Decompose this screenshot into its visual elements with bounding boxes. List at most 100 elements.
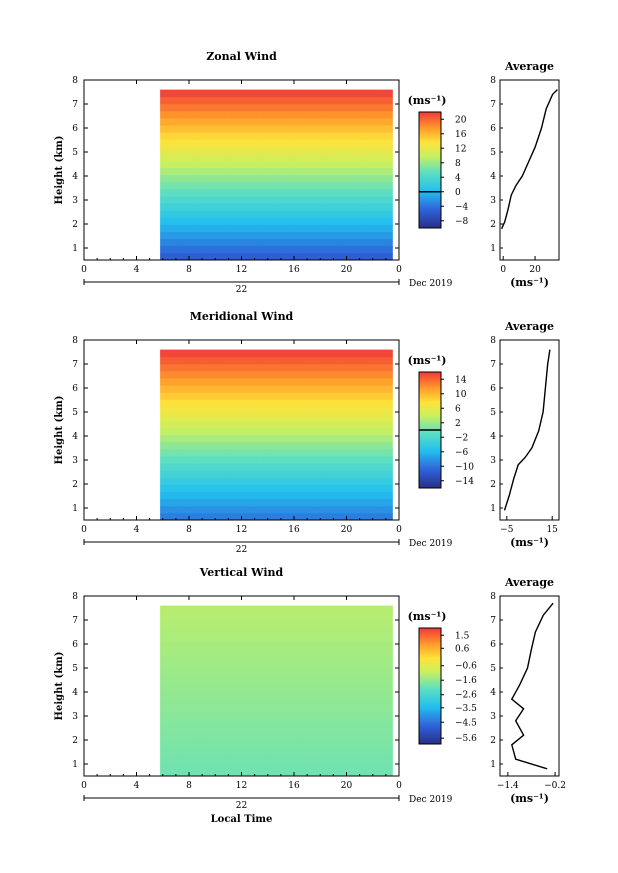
field-cell [231,224,238,232]
field-cell [334,498,342,507]
field-cell [205,512,213,521]
field-cell [231,612,238,621]
field-cell [321,413,329,421]
field-cell [218,392,226,400]
field-cell [198,160,206,169]
field-cell [385,427,393,436]
field-cell [250,705,258,713]
field-cell [282,103,290,112]
field-cell [224,719,232,727]
field-cell [244,103,251,112]
field-cell [231,662,238,670]
y-tick-label: 7 [72,616,78,626]
field-cell [295,634,303,642]
field-cell [263,470,271,478]
field-cell [269,697,277,706]
field-cell [250,648,258,656]
field-cell [160,463,167,471]
field-cell [282,231,290,240]
field-cell [366,210,374,218]
field-cell [379,392,387,400]
field-cell [321,740,329,748]
field-cell [237,217,245,225]
field-cell [373,196,380,204]
field-cell [185,363,193,372]
x-tick-label: 0 [396,781,402,791]
field-cell [179,634,187,642]
field-cell [373,726,380,734]
field-cell [379,712,387,720]
field-cell [179,612,187,621]
field-cell [198,217,206,225]
field-cell [166,712,174,720]
average-frame [499,79,560,261]
y-tick-label: 3 [72,712,78,722]
field-cell [179,349,187,358]
average-y-tick-label: 4 [490,688,496,698]
field-cell [173,189,180,197]
field-cell [353,719,361,727]
field-cell [205,641,213,649]
field-cell [250,477,258,485]
field-cell [237,231,245,240]
field-cell [366,634,374,642]
field-cell [347,132,355,140]
field-cell [218,378,226,386]
field-cell [185,167,193,176]
date-label: Dec 2019 [409,279,453,289]
field-cell [231,203,238,211]
field-cell [185,399,193,407]
field-cell [269,110,277,119]
field-cell [185,719,193,727]
field-cell [179,160,187,169]
field-cell [237,356,245,365]
field-cell [237,676,245,685]
field-cell [237,385,245,393]
field-cell [302,712,309,720]
x-tick-label: 0 [81,265,87,275]
field-cell [379,434,387,443]
field-cell [295,420,303,429]
field-cell [263,231,271,240]
field-cell [295,449,303,457]
field-cell [192,648,200,656]
field-cell [205,103,213,112]
field-cell [276,420,284,429]
field-cell [347,441,355,450]
field-cell [289,217,297,225]
field-cell [218,370,226,379]
field-cell [295,189,303,197]
field-cell [366,712,374,720]
field-cell [205,406,213,414]
field-cell [321,712,329,720]
field-cell [327,189,335,197]
field-cell [198,726,206,734]
field-cell [289,420,297,429]
field-cell [276,491,284,500]
field-cell [269,189,277,197]
field-cell [340,512,348,521]
date-label: Dec 2019 [409,795,453,805]
field-cell [244,196,251,204]
field-cell [321,498,329,507]
field-cell [224,217,232,225]
field-cell [315,427,322,436]
field-cell [360,245,368,254]
field-cell [360,210,368,218]
field-cell [218,648,226,656]
field-cell [276,427,284,436]
field-cell [340,167,348,176]
field-cell [276,634,284,642]
field-cell [256,662,264,670]
field-cell [269,719,277,727]
field-cell [237,683,245,692]
field-cell [282,619,290,628]
field-cell [373,740,380,748]
field-cell [321,238,329,247]
field-cell [269,491,277,500]
field-cell [263,683,271,692]
field-cell [373,370,380,379]
field-cell [205,203,213,211]
field-cell [160,683,167,692]
field-cell [179,167,187,176]
